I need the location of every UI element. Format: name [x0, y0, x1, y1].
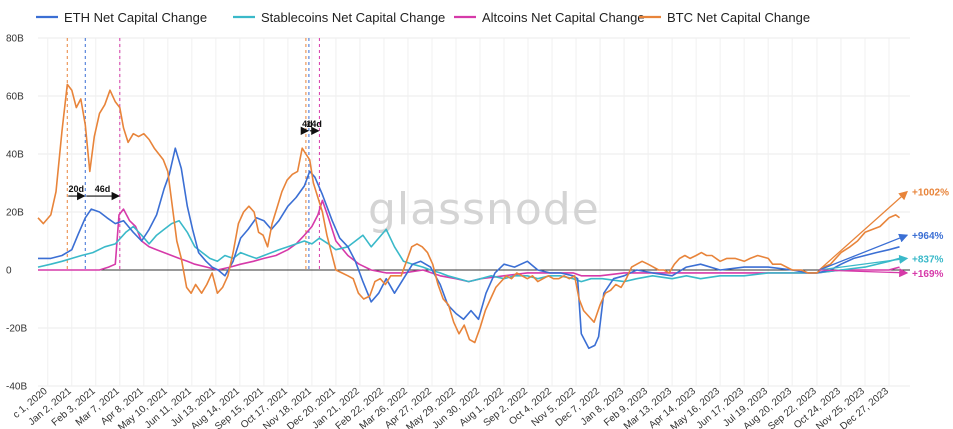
- trend-label-stablecoins-net-capital-change: +837%: [912, 254, 944, 265]
- series-line-eth-net-capital-change: [38, 147, 900, 350]
- gridlines: [38, 37, 910, 387]
- legend-label-eth-net-capital-change: ETH Net Capital Change: [64, 10, 207, 25]
- trend-arrow-stablecoins-net-capital-change: [819, 254, 909, 271]
- y-tick-label: 0: [6, 266, 12, 277]
- trend-label-eth-net-capital-change: +964%: [912, 231, 944, 242]
- series-line-stablecoins-net-capital-change: [37, 219, 900, 283]
- legend-label-btc-net-capital-change: BTC Net Capital Change: [667, 10, 810, 25]
- legend-label-altcoins-net-capital-change: Altcoins Net Capital Change: [482, 10, 645, 25]
- legend: ETH Net Capital Change Stablecoins Net Ca…: [36, 10, 810, 25]
- y-tick-label: 60B: [6, 92, 24, 103]
- trend-label-btc-net-capital-change: +1002%: [912, 188, 949, 199]
- trend-arrows: +1002% +964% +837% +169%: [818, 188, 949, 280]
- series-line-btc-net-capital-change: [37, 83, 900, 344]
- trend-label-altcoins-net-capital-change: +169%: [912, 269, 944, 280]
- vertical-markers: [66, 38, 320, 270]
- y-tick-label: 80B: [6, 34, 24, 45]
- series-lines: [37, 83, 900, 350]
- trend-arrow-btc-net-capital-change: [818, 190, 908, 271]
- lag-label: 20d: [69, 184, 85, 194]
- watermark-text: glassnode: [368, 184, 600, 235]
- lag-label: 4d: [302, 119, 313, 129]
- y-tick-label: 20B: [6, 208, 24, 219]
- trend-arrow-eth-net-capital-change: [818, 233, 909, 271]
- y-tick-label: -40B: [6, 382, 27, 393]
- trend-arrow-altcoins-net-capital-change: [819, 268, 909, 278]
- y-tick-label: -20B: [6, 324, 27, 335]
- y-tick-label: 40B: [6, 150, 24, 161]
- y-axis: -40B -20B 0 20B 40B 60B 80B: [6, 34, 27, 393]
- legend-label-stablecoins-net-capital-change: Stablecoins Net Capital Change: [261, 10, 445, 25]
- lag-label: 46d: [95, 184, 111, 194]
- lag-label: 14d: [306, 119, 322, 129]
